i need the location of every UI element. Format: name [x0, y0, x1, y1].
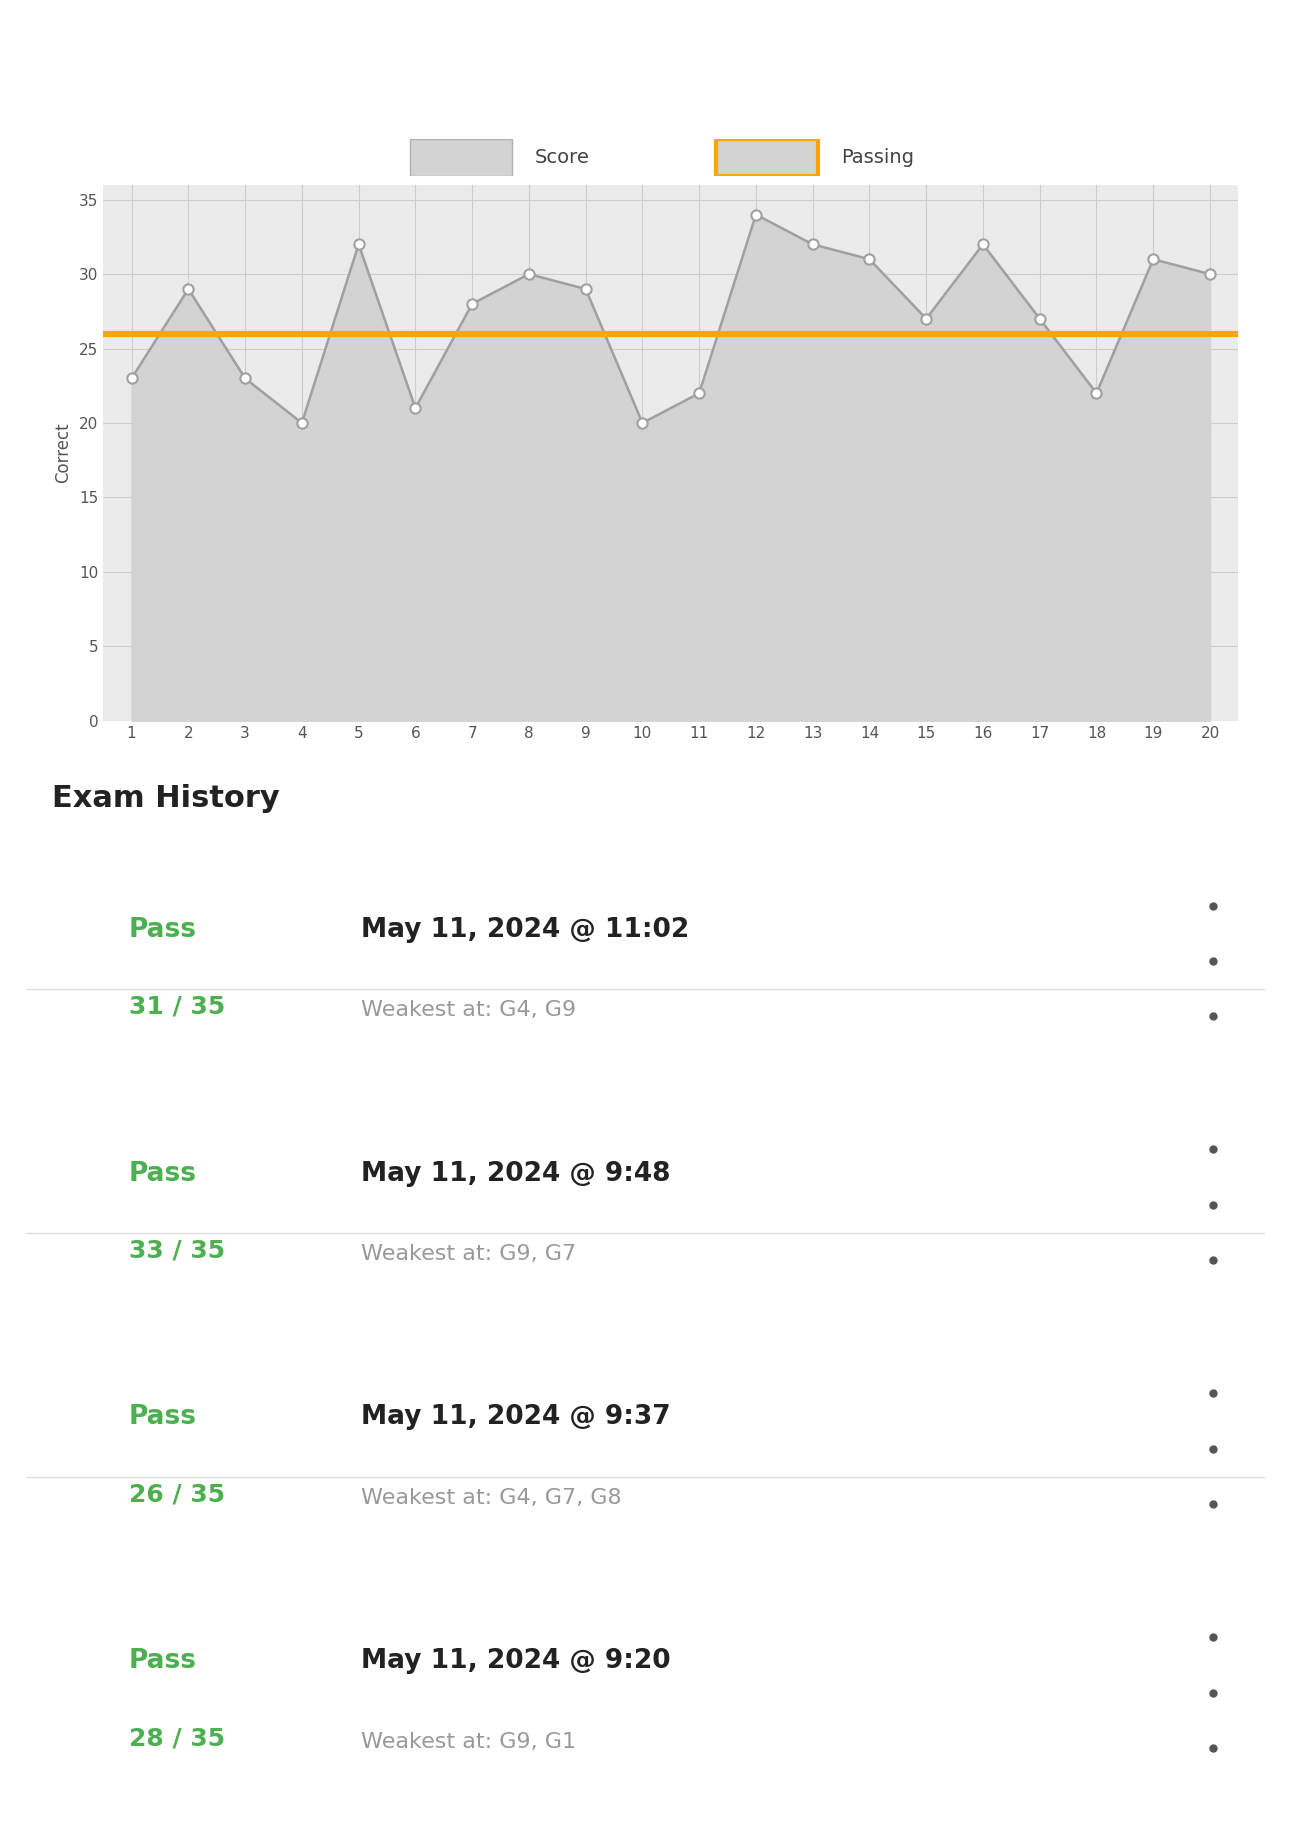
- Text: 28 / 35: 28 / 35: [129, 1726, 226, 1750]
- Point: [916, 305, 937, 334]
- Text: May 11, 2024 @ 9:48: May 11, 2024 @ 9:48: [361, 1161, 671, 1186]
- Point: [632, 408, 653, 438]
- Text: General Exam Portal: General Exam Portal: [194, 50, 642, 89]
- Text: Pass: Pass: [129, 1404, 197, 1430]
- Point: [689, 379, 710, 408]
- Text: 33 / 35: 33 / 35: [129, 1238, 226, 1262]
- Point: [235, 364, 255, 394]
- Text: Weakest at: G4, G7, G8: Weakest at: G4, G7, G8: [361, 1488, 622, 1508]
- Point: [859, 244, 880, 274]
- Point: [575, 274, 596, 303]
- Point: [292, 408, 312, 438]
- Y-axis label: Correct: Correct: [54, 423, 72, 482]
- Point: [405, 394, 426, 423]
- Text: Weakest at: G9, G1: Weakest at: G9, G1: [361, 1732, 577, 1752]
- FancyBboxPatch shape: [410, 139, 512, 176]
- Point: [1200, 259, 1220, 288]
- Text: Weakest at: G9, G7: Weakest at: G9, G7: [361, 1244, 577, 1264]
- Point: [519, 259, 539, 288]
- Point: [348, 229, 369, 259]
- Point: [178, 274, 199, 303]
- Point: [1143, 244, 1164, 274]
- Text: Pass: Pass: [129, 1648, 197, 1674]
- Text: 26 / 35: 26 / 35: [129, 1482, 226, 1506]
- Point: [1029, 305, 1050, 334]
- Point: [973, 229, 993, 259]
- Text: May 11, 2024 @ 9:37: May 11, 2024 @ 9:37: [361, 1404, 671, 1430]
- Text: Exam History: Exam History: [52, 784, 280, 813]
- Text: 31 / 35: 31 / 35: [129, 994, 226, 1018]
- Text: Weakest at: G4, G9: Weakest at: G4, G9: [361, 1000, 577, 1020]
- Text: May 11, 2024 @ 9:20: May 11, 2024 @ 9:20: [361, 1648, 671, 1674]
- Text: Pass: Pass: [129, 917, 197, 942]
- Text: May 11, 2024 @ 11:02: May 11, 2024 @ 11:02: [361, 917, 689, 942]
- FancyBboxPatch shape: [716, 139, 818, 176]
- Point: [462, 288, 482, 318]
- Point: [802, 229, 823, 259]
- Point: [746, 200, 766, 229]
- Point: [1086, 379, 1107, 408]
- Text: Pass: Pass: [129, 1161, 197, 1186]
- Text: Passing: Passing: [841, 148, 915, 166]
- Text: Score: Score: [534, 148, 590, 166]
- Point: [121, 364, 142, 394]
